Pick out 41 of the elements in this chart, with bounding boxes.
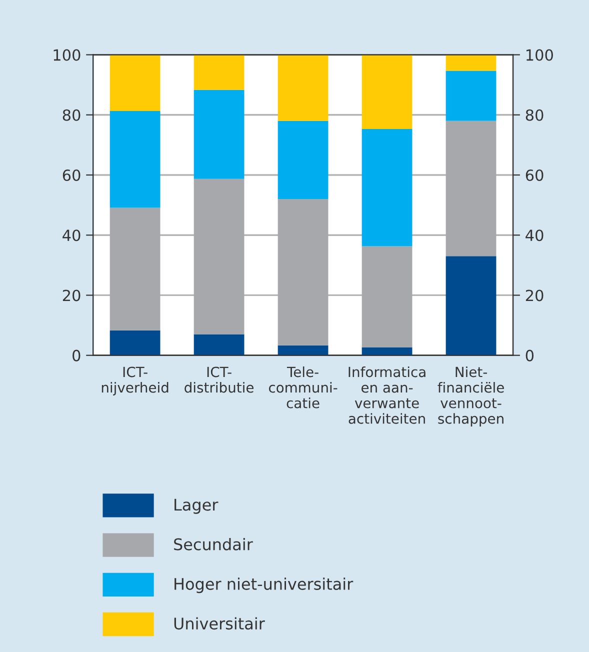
- bar: [278, 120, 328, 200]
- y-tick-label: 60: [62, 169, 80, 182]
- legend-label: Lager: [174, 498, 218, 514]
- y-tick-label: 80: [62, 109, 80, 121]
- x-tick-label: ICT- nijverheid: [102, 366, 168, 396]
- bar: [362, 54, 412, 130]
- bar: [110, 110, 160, 208]
- bar: [362, 347, 412, 356]
- y-tick-label: 100: [54, 49, 80, 61]
- bar: [446, 70, 496, 121]
- bar: [278, 199, 328, 346]
- bar: [446, 256, 496, 356]
- bar: [110, 208, 160, 330]
- y-tick-label: 20: [62, 290, 80, 302]
- x-tick-label: Informatica en aan- verwante activiteiten: [348, 366, 426, 424]
- bar: [194, 334, 244, 356]
- y-tick-label: 0: [72, 350, 80, 362]
- y2-tick-label: 60: [526, 169, 544, 182]
- legend-label: Hoger niet-universitair: [174, 578, 354, 594]
- y2-tick-label: 20: [526, 290, 544, 302]
- y2-tick-label: 80: [526, 109, 544, 121]
- x-tick-label: Niet- financiële vennoot- schappen: [438, 366, 504, 427]
- bar: [110, 330, 160, 356]
- y2-tick-label: 40: [526, 230, 544, 242]
- bar: [194, 90, 244, 179]
- y2-tick-label: 0: [526, 350, 534, 362]
- bar: [194, 54, 244, 90]
- bar: [110, 54, 160, 111]
- x-tick-label: Tele- communi- catie: [268, 366, 338, 408]
- y-tick-label: 40: [62, 230, 80, 242]
- bar: [278, 54, 328, 121]
- legend-label: Universitair: [174, 617, 265, 630]
- legend-label: Secundair: [174, 538, 253, 550]
- bar: [362, 129, 412, 246]
- y2-tick-label: 100: [526, 49, 553, 61]
- bar: [446, 120, 496, 256]
- bar: [194, 178, 244, 334]
- bar: [446, 54, 496, 71]
- bar: [278, 345, 328, 356]
- bar: [362, 246, 412, 348]
- x-tick-label: ICT- distributie: [184, 366, 254, 393]
